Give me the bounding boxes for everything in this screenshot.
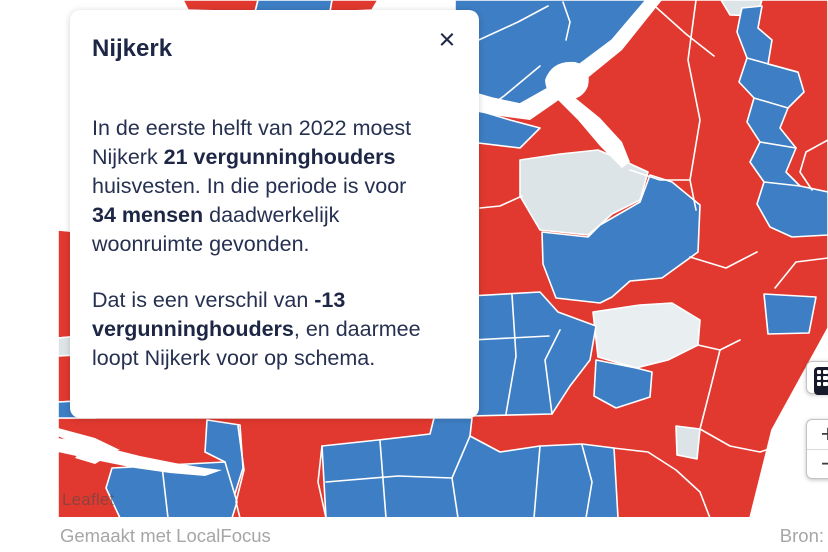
municipality[interactable] bbox=[541, 174, 701, 304]
border-line bbox=[562, 1, 571, 41]
popup-paragraph: In de eerste helft van 2022 moest Nijkerk… bbox=[92, 116, 412, 256]
municipality[interactable] bbox=[593, 359, 653, 409]
border-line bbox=[379, 440, 387, 518]
footer-bar: Gemaakt met LocalFocus Bron: bbox=[0, 517, 828, 552]
border-line bbox=[753, 97, 789, 109]
border-line bbox=[161, 465, 169, 518]
border-line bbox=[469, 5, 549, 45]
border-line bbox=[774, 257, 828, 289]
municipality[interactable] bbox=[321, 417, 619, 518]
municipality[interactable] bbox=[105, 461, 238, 518]
border-line bbox=[699, 428, 773, 453]
border-line bbox=[235, 425, 245, 518]
water-shape bbox=[75, 452, 105, 464]
municipality[interactable] bbox=[519, 149, 649, 236]
border-line bbox=[544, 329, 561, 415]
border-line bbox=[612, 447, 711, 518]
border-line bbox=[689, 251, 758, 269]
water-shape bbox=[478, 0, 662, 120]
water-shape bbox=[120, 458, 172, 470]
popup-paragraph: Dat is een verschil van -13 vergunninghou… bbox=[92, 288, 421, 370]
border-line bbox=[759, 141, 797, 149]
border-line bbox=[699, 349, 721, 430]
municipality[interactable] bbox=[675, 425, 701, 460]
water-shape bbox=[558, 92, 630, 168]
border-line bbox=[647, 0, 715, 57]
border-line bbox=[629, 169, 691, 181]
municipality[interactable] bbox=[763, 293, 817, 335]
leaflet-attribution[interactable]: Leaflet bbox=[62, 490, 115, 509]
map-canvas bbox=[57, 0, 828, 518]
popup-title: Nijkerk bbox=[92, 35, 173, 62]
zoom-in-button[interactable]: + bbox=[807, 420, 828, 450]
close-icon[interactable]: × bbox=[438, 24, 456, 56]
border-line bbox=[471, 335, 550, 341]
border-line bbox=[325, 475, 453, 483]
border-line bbox=[763, 181, 801, 187]
water-shape bbox=[545, 61, 589, 101]
border-line bbox=[533, 445, 541, 518]
source-label: Bron: bbox=[779, 525, 824, 546]
border-line bbox=[746, 57, 798, 73]
zoom-control: + − bbox=[806, 419, 828, 479]
border-line bbox=[505, 294, 517, 415]
border-line bbox=[317, 445, 327, 518]
table-view-icon bbox=[814, 367, 828, 395]
localfocus-credit: Gemaakt met LocalFocus bbox=[60, 525, 271, 546]
border-line bbox=[479, 195, 523, 209]
municipality[interactable] bbox=[469, 291, 597, 417]
border-line bbox=[687, 0, 701, 211]
water-shape bbox=[58, 428, 120, 452]
zoom-out-button[interactable]: − bbox=[807, 450, 828, 478]
border-line bbox=[799, 139, 828, 191]
municipality-popup: Nijkerk × In de eerste helft van 2022 mo… bbox=[70, 10, 479, 418]
popup-body: In de eerste helft van 2022 moest Nijkerk… bbox=[92, 114, 457, 373]
border-line bbox=[581, 444, 593, 518]
table-view-button[interactable] bbox=[806, 361, 828, 395]
